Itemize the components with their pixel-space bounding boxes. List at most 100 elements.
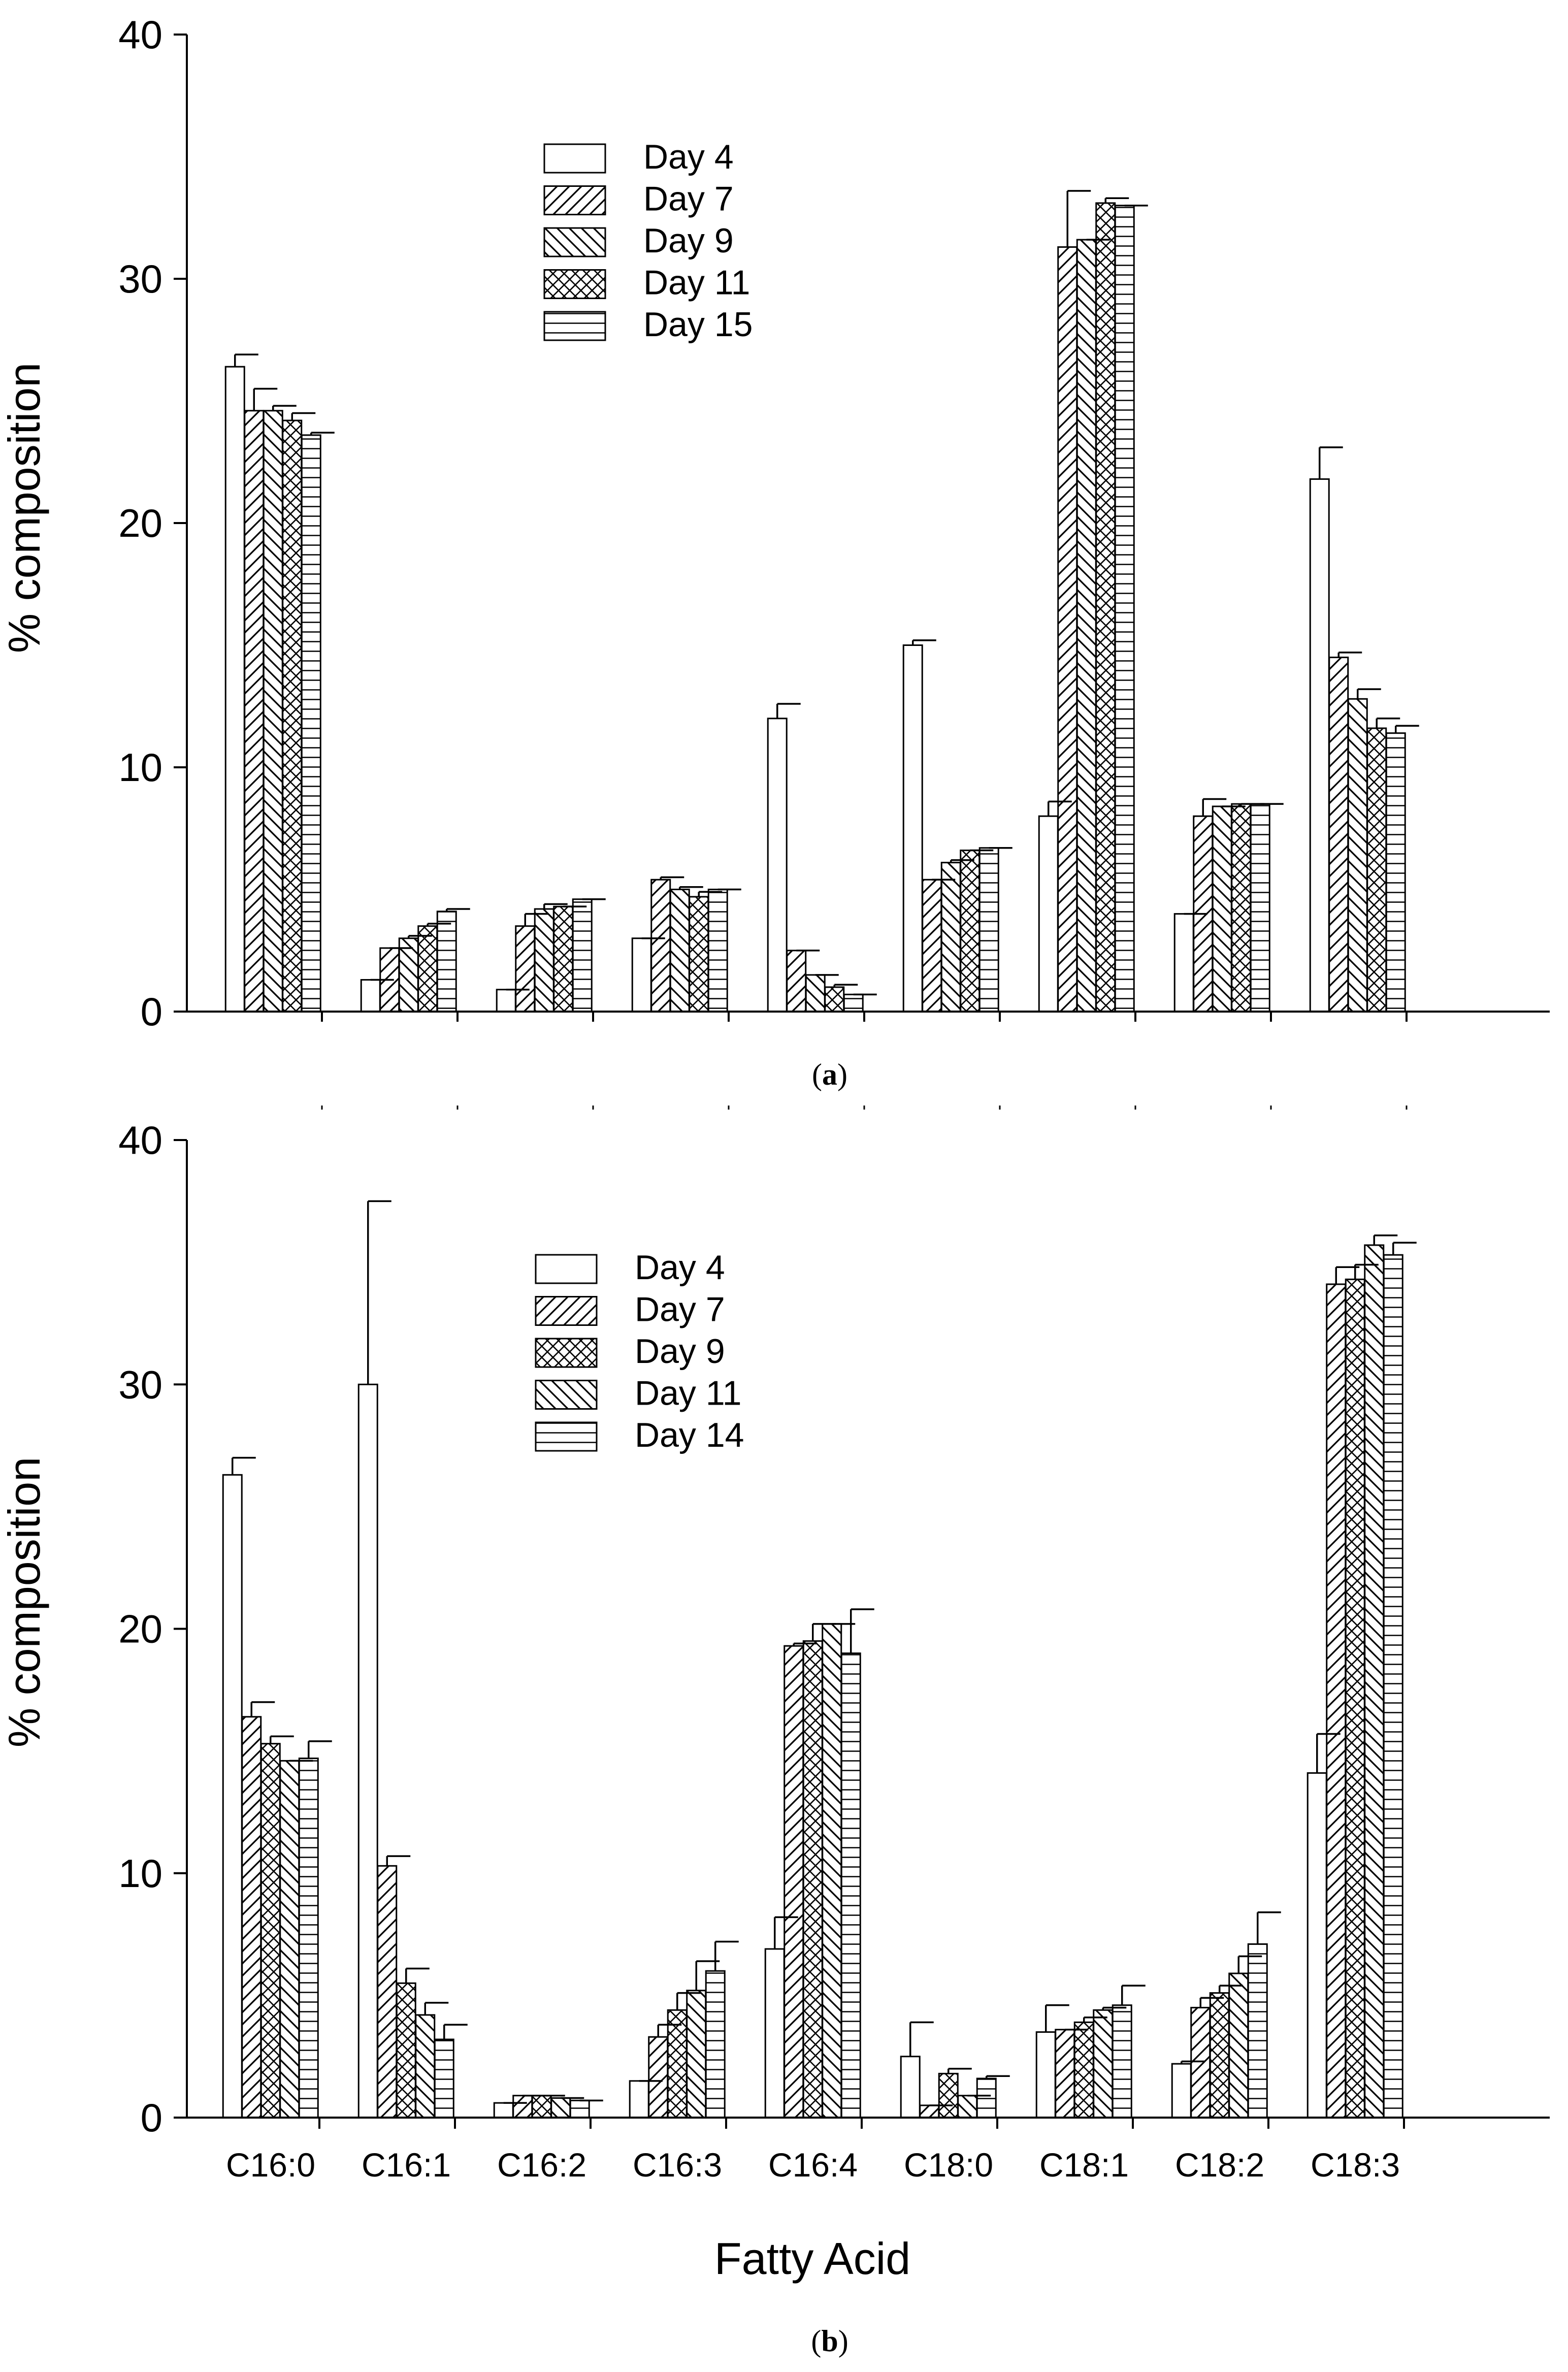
- bar-b-C16-4-s2: [783, 1645, 804, 2119]
- panel-b-y-axis-title: % composition: [0, 1457, 49, 1747]
- bar-b-C16-0-s1: [222, 1474, 243, 2119]
- panel-a-legend-label-2: Day 7: [643, 180, 734, 218]
- bar-a-C16-2-s1: [496, 989, 516, 1013]
- panel-a-legend-label-1: Day 4: [643, 138, 734, 176]
- panel-a-y-tick-label-40: 40: [118, 12, 162, 57]
- bar-a-C18-0-s3: [940, 862, 961, 1013]
- bar-a-C16-4-s4: [824, 986, 845, 1013]
- panel-a-y-tick-label-30: 30: [118, 256, 162, 301]
- bar-b-C16-2-s3: [531, 2095, 552, 2119]
- bar-b-C16-3-s4: [686, 1990, 707, 2119]
- bar-a-C18-0-s5: [978, 847, 999, 1013]
- bar-b-C16-1-s5: [434, 2038, 454, 2119]
- bar-a-C18-3-s3: [1347, 698, 1368, 1013]
- panel-b-legend-label-5: Day 14: [635, 1416, 744, 1454]
- bar-a-C16-4-s1: [767, 718, 788, 1013]
- bar-b-C16-3-s3: [667, 2009, 688, 2119]
- bar-a-C16-1-s5: [436, 911, 457, 1013]
- panel-b-y-tick-label-30: 30: [118, 1362, 162, 1407]
- bar-b-C18-0-s4: [957, 2095, 978, 2119]
- panel-b-caption: (b): [811, 2324, 848, 2358]
- bar-a-C16-0-s4: [282, 419, 303, 1013]
- bar-b-C16-2-s1: [493, 2102, 514, 2119]
- bar-b-C18-2-s2: [1190, 2006, 1211, 2119]
- bar-b-C18-3-s3: [1345, 1278, 1365, 2119]
- bar-a-C16-1-s3: [398, 937, 419, 1013]
- panel-b-legend-swatch-3: [535, 1338, 598, 1368]
- bar-b-C16-3-s1: [629, 2080, 649, 2119]
- panel-a-legend-label-4: Day 11: [643, 264, 750, 302]
- bar-b-C16-1-s1: [357, 1383, 378, 2119]
- panel-a-caption: (a): [812, 1058, 847, 1091]
- bar-b-C16-2-s2: [512, 2095, 533, 2119]
- bar-a-C18-0-s1: [902, 644, 923, 1013]
- bar-b-C18-1-s2: [1055, 2029, 1075, 2119]
- bar-b-C18-0-s5: [976, 2077, 997, 2119]
- bar-b-C18-1-s4: [1093, 2009, 1114, 2119]
- bar-a-C16-3-s3: [669, 889, 690, 1013]
- bar-a-C18-0-s4: [960, 850, 981, 1013]
- panel-b-category-label-C18-2: C18:2: [1175, 2146, 1264, 2184]
- panel-a-legend-label-5: Day 15: [643, 305, 753, 344]
- bar-b-C18-0-s2: [919, 2104, 940, 2119]
- panel-b-category-label-C16-1: C16:1: [362, 2146, 451, 2184]
- bar-a-C16-2-s3: [534, 908, 554, 1013]
- bar-b-C16-0-s4: [279, 1760, 300, 2119]
- panel-b-legend-swatch-4: [535, 1380, 598, 1410]
- panel-b-legend-label-3: Day 9: [635, 1332, 725, 1371]
- bar-a-C18-1-s3: [1076, 239, 1097, 1013]
- bar-b-C18-3-s5: [1383, 1254, 1403, 2119]
- panel-b-y-tick-label-40: 40: [118, 1118, 162, 1162]
- bar-b-C16-1-s3: [396, 1982, 416, 2119]
- bar-b-C16-0-s2: [241, 1716, 262, 2119]
- panel-b-legend-label-2: Day 7: [635, 1290, 725, 1329]
- panel-b-x-axis-title: Fatty Acid: [714, 2233, 910, 2284]
- panel-a-legend-swatch-5: [543, 311, 606, 341]
- bar-b-C18-0-s1: [900, 2056, 921, 2119]
- panel-a-legend-swatch-1: [543, 143, 606, 174]
- bar-a-C18-1-s1: [1038, 815, 1059, 1013]
- panel-b-category-label-C18-3: C18:3: [1311, 2146, 1400, 2184]
- bar-a-C18-3-s2: [1328, 657, 1349, 1013]
- panel-a-legend-swatch-2: [543, 185, 606, 215]
- bar-b-C16-0-s3: [260, 1743, 281, 2119]
- panel-b-category-label-C18-1: C18:1: [1039, 2146, 1129, 2184]
- panel-b-caption-label: b: [821, 2324, 838, 2358]
- bar-a-C16-2-s4: [553, 905, 574, 1013]
- bar-a-C16-4-s5: [843, 993, 864, 1013]
- bar-a-C18-2-s2: [1193, 815, 1214, 1013]
- bar-a-C16-3-s5: [707, 889, 728, 1013]
- panel-b-legend-swatch-1: [535, 1254, 598, 1284]
- bar-a-C18-2-s3: [1212, 805, 1232, 1013]
- bar-b-C16-4-s5: [840, 1652, 861, 2119]
- bar-a-C18-2-s4: [1231, 803, 1252, 1013]
- bar-a-C18-1-s4: [1095, 202, 1116, 1013]
- panel-b-y-tick-label-0: 0: [141, 2095, 162, 2140]
- bar-b-C16-1-s2: [377, 1865, 398, 2119]
- bar-b-C18-2-s3: [1209, 1992, 1230, 2119]
- bar-b-C18-1-s5: [1112, 2004, 1132, 2119]
- bar-a-C18-3-s5: [1385, 732, 1406, 1013]
- bar-b-C16-3-s2: [648, 2036, 669, 2119]
- bar-a-C18-2-s1: [1173, 913, 1194, 1013]
- bar-a-C18-3-s4: [1366, 727, 1387, 1013]
- bar-b-C18-3-s4: [1364, 1244, 1385, 2119]
- panel-a-y-axis-title: % composition: [0, 363, 49, 653]
- panel-b-plot-area: 0 10 20 30 40 C16:0 C16:1 C16:2 C16:3 C16:4 C18:0 C…: [118, 1118, 1550, 2184]
- bar-b-C18-2-s5: [1247, 1943, 1268, 2119]
- panel-a-caption-label: a: [822, 1058, 837, 1091]
- bar-b-C16-3-s5: [705, 1970, 726, 2119]
- bar-a-C16-3-s4: [689, 896, 709, 1013]
- panel-b-category-label-C16-2: C16:2: [497, 2146, 586, 2184]
- panel-a-y-tick-label-20: 20: [118, 501, 162, 545]
- bar-a-C16-0-s1: [224, 366, 245, 1013]
- panel-b-category-label-C16-3: C16:3: [633, 2146, 722, 2184]
- bar-a-C18-1-s5: [1114, 205, 1135, 1013]
- bar-b-C16-2-s4: [550, 2097, 571, 2119]
- panel-b-legend-swatch-2: [535, 1296, 598, 1326]
- panel-a-y-tick-label-10: 10: [118, 745, 162, 790]
- bar-b-C16-4-s4: [822, 1623, 842, 2119]
- bar-b-C18-0-s3: [938, 2072, 959, 2119]
